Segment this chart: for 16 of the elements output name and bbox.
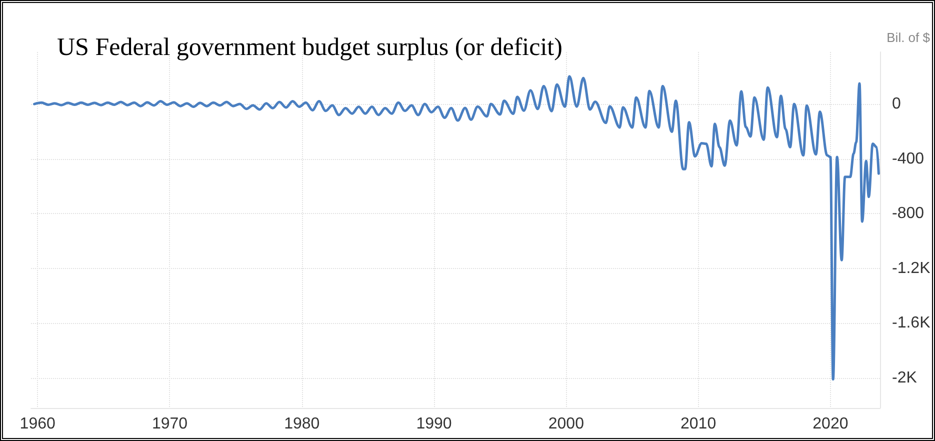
x-tick-label: 2010 bbox=[680, 416, 716, 432]
x-tick-label: 1980 bbox=[284, 416, 320, 432]
y-axis-title: Bil. of $ bbox=[886, 30, 931, 45]
y-tick-label: -1.6K bbox=[892, 314, 931, 332]
line-series bbox=[33, 75, 880, 380]
x-tick-label: 1990 bbox=[416, 416, 452, 432]
y-tick-label: -800 bbox=[892, 205, 924, 222]
y-tick-label: -400 bbox=[892, 150, 924, 168]
x-tick-label: 1970 bbox=[152, 416, 188, 432]
y-tick-label: 0 bbox=[892, 96, 901, 113]
y-tick-label: -2K bbox=[892, 369, 918, 386]
x-tick-label: 1960 bbox=[20, 416, 56, 432]
x-tick-label: 2000 bbox=[548, 416, 584, 432]
chart-title: US Federal government budget surplus (or deficit) bbox=[57, 34, 562, 61]
x-tick-label: 2020 bbox=[812, 416, 848, 432]
y-tick-label: -1.2K bbox=[892, 260, 931, 277]
